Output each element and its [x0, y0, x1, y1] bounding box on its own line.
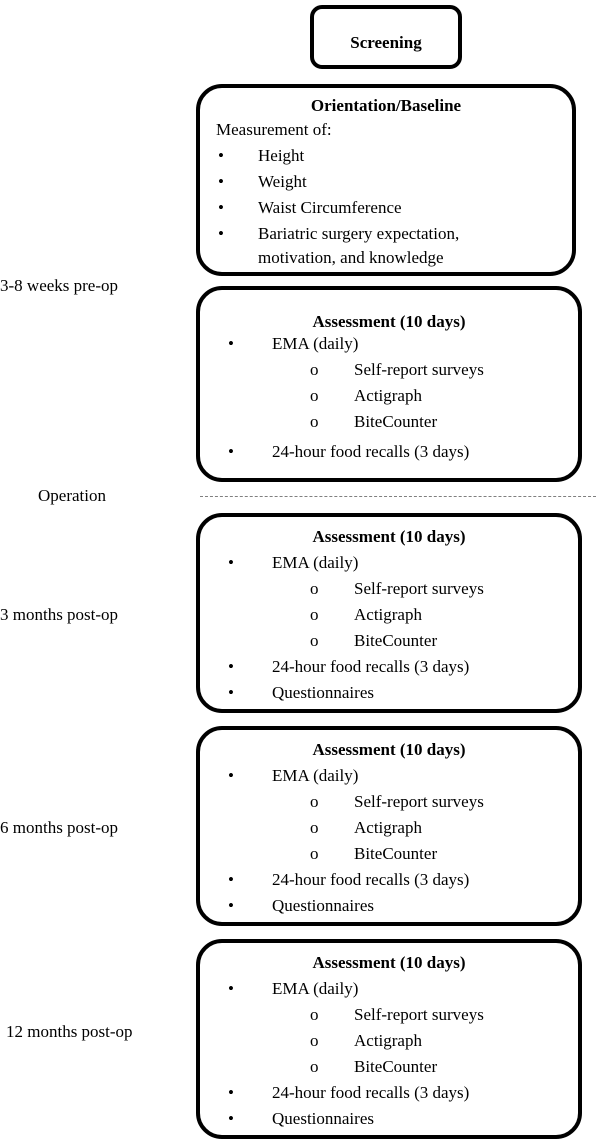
sub-item-actigraph: Actigraph: [354, 605, 422, 624]
bullet: •: [228, 896, 234, 915]
baseline-box: Orientation/Baseline Measurement of: • H…: [196, 84, 576, 276]
bullet: •: [218, 146, 224, 165]
sub-bullet: o: [310, 792, 319, 811]
screening-box: Screening: [310, 5, 462, 69]
questionnaires: Questionnaires: [272, 896, 374, 915]
ema-label: EMA (daily): [272, 553, 359, 572]
sub-bullet: o: [310, 579, 319, 598]
baseline-title: Orientation/Baseline: [310, 96, 462, 115]
sub-item-surveys: Self-report surveys: [354, 579, 484, 598]
bullet: •: [228, 1109, 234, 1128]
bullet: •: [228, 979, 234, 998]
assessment-title: Assessment (10 days): [312, 527, 466, 546]
baseline-item-motivation: motivation, and knowledge: [258, 248, 444, 267]
sub-bullet: o: [310, 631, 319, 650]
baseline-item-weight: Weight: [258, 172, 307, 191]
assessment-title: Assessment (10 days): [312, 312, 466, 331]
assessment-box-6-months: Assessment (10 days) • EMA (daily) o Sel…: [196, 726, 582, 926]
baseline-item-expectation: Bariatric surgery expectation,: [258, 224, 460, 243]
sub-bullet: o: [310, 1005, 319, 1024]
ema-label: EMA (daily): [272, 979, 359, 998]
ema-label: EMA (daily): [272, 766, 359, 785]
sub-bullet: o: [310, 412, 319, 431]
bullet: •: [228, 553, 234, 572]
bullet: •: [218, 172, 224, 191]
food-recalls: 24-hour food recalls (3 days): [272, 870, 470, 889]
timepoint-3-months: 3 months post-op: [0, 605, 119, 624]
bullet: •: [228, 870, 234, 889]
sub-item-actigraph: Actigraph: [354, 386, 422, 405]
bullet: •: [218, 198, 224, 217]
screening-title: Screening: [350, 33, 422, 52]
sub-bullet: o: [310, 1057, 319, 1076]
food-recalls: 24-hour food recalls (3 days): [272, 1083, 470, 1102]
bullet: •: [228, 1083, 234, 1102]
timepoint-pre-op: 3-8 weeks pre-op: [0, 276, 119, 295]
sub-item-bitecounter: BiteCounter: [354, 412, 438, 431]
food-recalls: 24-hour food recalls (3 days): [272, 657, 470, 676]
assessment-title: Assessment (10 days): [312, 953, 466, 972]
sub-item-bitecounter: BiteCounter: [354, 1057, 438, 1076]
sub-bullet: o: [310, 1031, 319, 1050]
sub-bullet: o: [310, 844, 319, 863]
assessment-box-3-months: Assessment (10 days) • EMA (daily) o Sel…: [196, 513, 582, 713]
food-recalls: 24-hour food recalls (3 days): [272, 442, 470, 461]
sub-item-surveys: Self-report surveys: [354, 360, 484, 379]
sub-item-bitecounter: BiteCounter: [354, 844, 438, 863]
ema-label: EMA (daily): [272, 334, 359, 353]
operation-divider: [200, 496, 596, 497]
sub-item-surveys: Self-report surveys: [354, 1005, 484, 1024]
bullet: •: [228, 334, 234, 353]
bullet: •: [218, 224, 224, 243]
bullet: •: [228, 766, 234, 785]
bullet: •: [228, 442, 234, 461]
baseline-item-waist: Waist Circumference: [258, 198, 402, 217]
questionnaires: Questionnaires: [272, 1109, 374, 1128]
sub-item-bitecounter: BiteCounter: [354, 631, 438, 650]
timepoint-6-months: 6 months post-op: [0, 818, 119, 837]
timepoint-12-months: 12 months post-op: [6, 1022, 133, 1041]
bullet: •: [228, 657, 234, 676]
questionnaires: Questionnaires: [272, 683, 374, 702]
sub-item-actigraph: Actigraph: [354, 818, 422, 837]
sub-bullet: o: [310, 605, 319, 624]
sub-bullet: o: [310, 360, 319, 379]
baseline-intro: Measurement of:: [216, 120, 332, 139]
assessment-box-pre-op: Assessment (10 days) • EMA (daily) o Sel…: [196, 286, 582, 482]
sub-item-surveys: Self-report surveys: [354, 792, 484, 811]
sub-bullet: o: [310, 818, 319, 837]
baseline-item-height: Height: [258, 146, 305, 165]
assessment-box-12-months: Assessment (10 days) • EMA (daily) o Sel…: [196, 939, 582, 1139]
assessment-title: Assessment (10 days): [312, 740, 466, 759]
sub-bullet: o: [310, 386, 319, 405]
bullet: •: [228, 683, 234, 702]
sub-item-actigraph: Actigraph: [354, 1031, 422, 1050]
timepoint-operation: Operation: [38, 486, 106, 505]
